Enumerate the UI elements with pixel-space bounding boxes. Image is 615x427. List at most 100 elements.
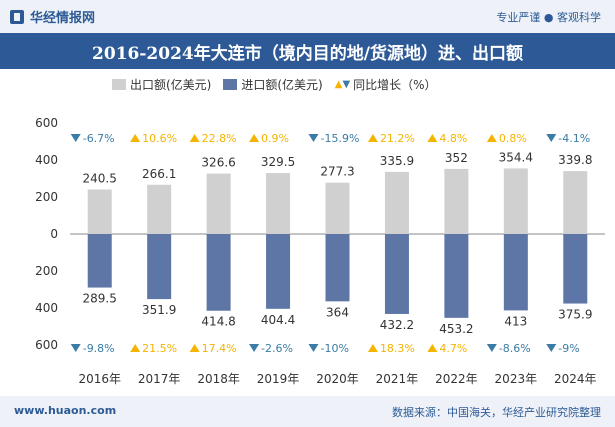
export-bar: [87, 189, 112, 234]
export-value-label: 326.6: [201, 156, 235, 170]
export-bar: [563, 171, 588, 234]
export-growth-label: -6.7%: [83, 132, 115, 145]
import-growth-label: 21.5%: [142, 342, 177, 355]
x-tick-label: 2023年: [495, 372, 538, 386]
export-value-label: 339.8: [558, 153, 592, 167]
export-growth-label: 4.8%: [439, 132, 467, 145]
x-tick-label: 2021年: [376, 372, 419, 386]
legend-growth: ▲ ▼ 同比增长（%）: [335, 76, 437, 93]
export-growth-marker: [130, 134, 141, 142]
export-bar: [384, 171, 409, 234]
x-tick-label: 2024年: [554, 372, 597, 386]
export-bar: [266, 173, 291, 234]
import-bar: [444, 234, 469, 318]
import-growth-label: -8.6%: [499, 342, 531, 355]
brand-logo[interactable]: 华经情报网: [10, 6, 95, 27]
import-bar: [87, 234, 112, 288]
logo-icon: [10, 9, 24, 24]
footer-bar: www.huaon.com 数据来源：中国海关，华经产业研究院整理: [0, 396, 615, 427]
export-value-label: 335.9: [380, 154, 414, 168]
data-source: 数据来源：中国海关，华经产业研究院整理: [392, 406, 601, 419]
import-value-label: 404.4: [261, 313, 295, 327]
export-growth-marker: [70, 134, 81, 142]
export-growth-marker: [189, 134, 200, 142]
logo-text: 华经情报网: [30, 11, 96, 26]
x-tick-label: 2016年: [78, 372, 121, 386]
import-growth-marker: [130, 344, 141, 352]
import-bar: [147, 234, 172, 300]
import-growth-label: -9%: [558, 342, 579, 355]
export-value-label: 277.3: [320, 165, 354, 179]
y-tick-label: 600: [35, 116, 58, 130]
export-bar: [444, 168, 469, 234]
export-growth-label: -15.9%: [321, 132, 360, 145]
triangle-down-icon: ▼: [342, 79, 351, 90]
export-growth-label: 21.2%: [380, 132, 415, 145]
export-growth-label: 0.8%: [499, 132, 527, 145]
import-growth-marker: [249, 344, 260, 352]
y-tick-label: 600: [35, 338, 58, 352]
import-growth-marker: [308, 344, 319, 352]
legend-export-swatch: [112, 79, 126, 90]
legend-export: 出口额(亿美元): [112, 76, 211, 93]
import-bar: [563, 234, 588, 304]
import-growth-marker: [427, 344, 438, 352]
export-growth-label: 0.9%: [261, 132, 289, 145]
export-value-label: 354.4: [499, 150, 533, 164]
import-growth-marker: [486, 344, 497, 352]
export-value-label: 266.1: [142, 167, 176, 181]
export-growth-marker: [367, 134, 378, 142]
chart-legend: 出口额(亿美元) 进口额(亿美元) ▲ ▼ 同比增长（%）: [112, 76, 449, 93]
import-growth-marker: [189, 344, 200, 352]
site-url[interactable]: www.huaon.com: [14, 404, 117, 417]
triangle-up-icon: ▲: [334, 79, 343, 90]
export-bar: [206, 173, 231, 234]
import-bar: [384, 234, 409, 314]
import-growth-label: -10%: [321, 342, 349, 355]
import-value-label: 375.9: [558, 308, 592, 322]
import-value-label: 289.5: [83, 292, 117, 306]
import-bar: [266, 234, 291, 309]
import-growth-marker: [546, 344, 557, 352]
tagline: 专业严谨 ● 客观科学: [496, 11, 601, 24]
export-value-label: 352: [445, 151, 468, 165]
y-tick-label: 0: [50, 227, 58, 241]
top-banner: 华经情报网 专业严谨 ● 客观科学: [0, 0, 615, 33]
export-bar: [503, 168, 528, 234]
import-value-label: 413: [504, 314, 527, 328]
chart-title: 2016-2024年大连市（境内目的地/货源地）进、出口额: [92, 43, 523, 64]
y-tick-label: 200: [35, 264, 58, 278]
y-tick-label: 400: [35, 153, 58, 167]
legend-import: 进口额(亿美元): [223, 76, 323, 93]
export-growth-marker: [308, 134, 319, 142]
y-tick-label: 200: [35, 190, 58, 204]
export-bar: [325, 182, 350, 234]
import-value-label: 351.9: [142, 303, 176, 317]
export-growth-marker: [427, 134, 438, 142]
import-growth-marker: [367, 344, 378, 352]
import-growth-label: 4.7%: [439, 342, 467, 355]
import-bar: [325, 234, 350, 302]
import-value-label: 414.8: [201, 315, 235, 329]
y-tick-label: 400: [35, 301, 58, 315]
x-tick-label: 2019年: [257, 372, 300, 386]
export-growth-marker: [546, 134, 557, 142]
import-growth-label: -9.8%: [83, 342, 115, 355]
import-growth-label: 18.3%: [380, 342, 415, 355]
import-bar: [503, 234, 528, 311]
export-bar: [147, 184, 172, 234]
export-growth-label: 10.6%: [142, 132, 177, 145]
import-value-label: 364: [326, 305, 349, 319]
x-tick-label: 2018年: [197, 372, 240, 386]
legend-growth-label: 同比增长（%）: [353, 78, 437, 92]
x-tick-label: 2017年: [138, 372, 181, 386]
import-growth-label: -2.6%: [261, 342, 293, 355]
import-value-label: 432.2: [380, 318, 414, 332]
legend-import-swatch: [223, 79, 238, 90]
export-growth-marker: [249, 134, 260, 142]
export-growth-marker: [486, 134, 497, 142]
x-tick-label: 2022年: [435, 372, 478, 386]
import-bar: [206, 234, 231, 311]
legend-import-label: 进口额(亿美元): [241, 78, 323, 92]
